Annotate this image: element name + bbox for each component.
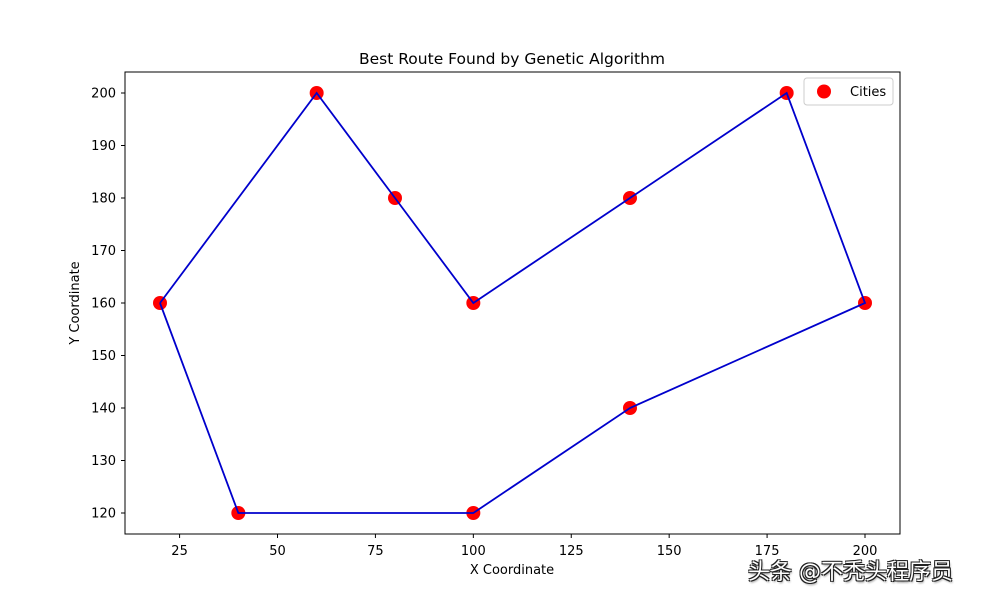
- x-axis-ticks: 25 50 75 100 125 150 175 200: [171, 534, 877, 559]
- watermark: 头条 @不秃头程序员: [748, 560, 953, 585]
- y-tick-label: 170: [91, 244, 116, 259]
- x-tick-label: 50: [269, 544, 286, 559]
- x-tick-label: 75: [367, 544, 384, 559]
- y-tick-label: 190: [91, 139, 116, 154]
- y-tick-label: 200: [91, 87, 116, 102]
- x-tick-label: 175: [755, 544, 780, 559]
- legend-marker-icon: [817, 84, 831, 99]
- y-tick-label: 130: [91, 454, 116, 469]
- x-tick-label: 150: [657, 544, 682, 559]
- y-tick-label: 160: [91, 297, 116, 312]
- x-tick-label: 25: [171, 544, 188, 559]
- y-tick-label: 180: [91, 192, 116, 207]
- legend: Cities: [803, 77, 894, 106]
- x-tick-label: 100: [461, 544, 486, 559]
- y-tick-label: 150: [91, 349, 116, 364]
- x-tick-label: 125: [559, 544, 584, 559]
- x-axis-label: X Coordinate: [470, 563, 554, 578]
- legend-box: [803, 77, 894, 106]
- route-line: [159, 91, 867, 514]
- legend-label-cities: Cities: [850, 85, 886, 100]
- chart-title: Best Route Found by Genetic Algorithm: [359, 50, 665, 68]
- y-tick-label: 140: [91, 402, 116, 417]
- y-tick-label: 120: [91, 507, 116, 522]
- x-tick-label: 200: [853, 544, 878, 559]
- y-axis-ticks: 120 130 140 150 160 170 180 190 200: [91, 87, 125, 522]
- route-path: [159, 91, 867, 514]
- y-axis-label: Y Coordinate: [68, 261, 83, 345]
